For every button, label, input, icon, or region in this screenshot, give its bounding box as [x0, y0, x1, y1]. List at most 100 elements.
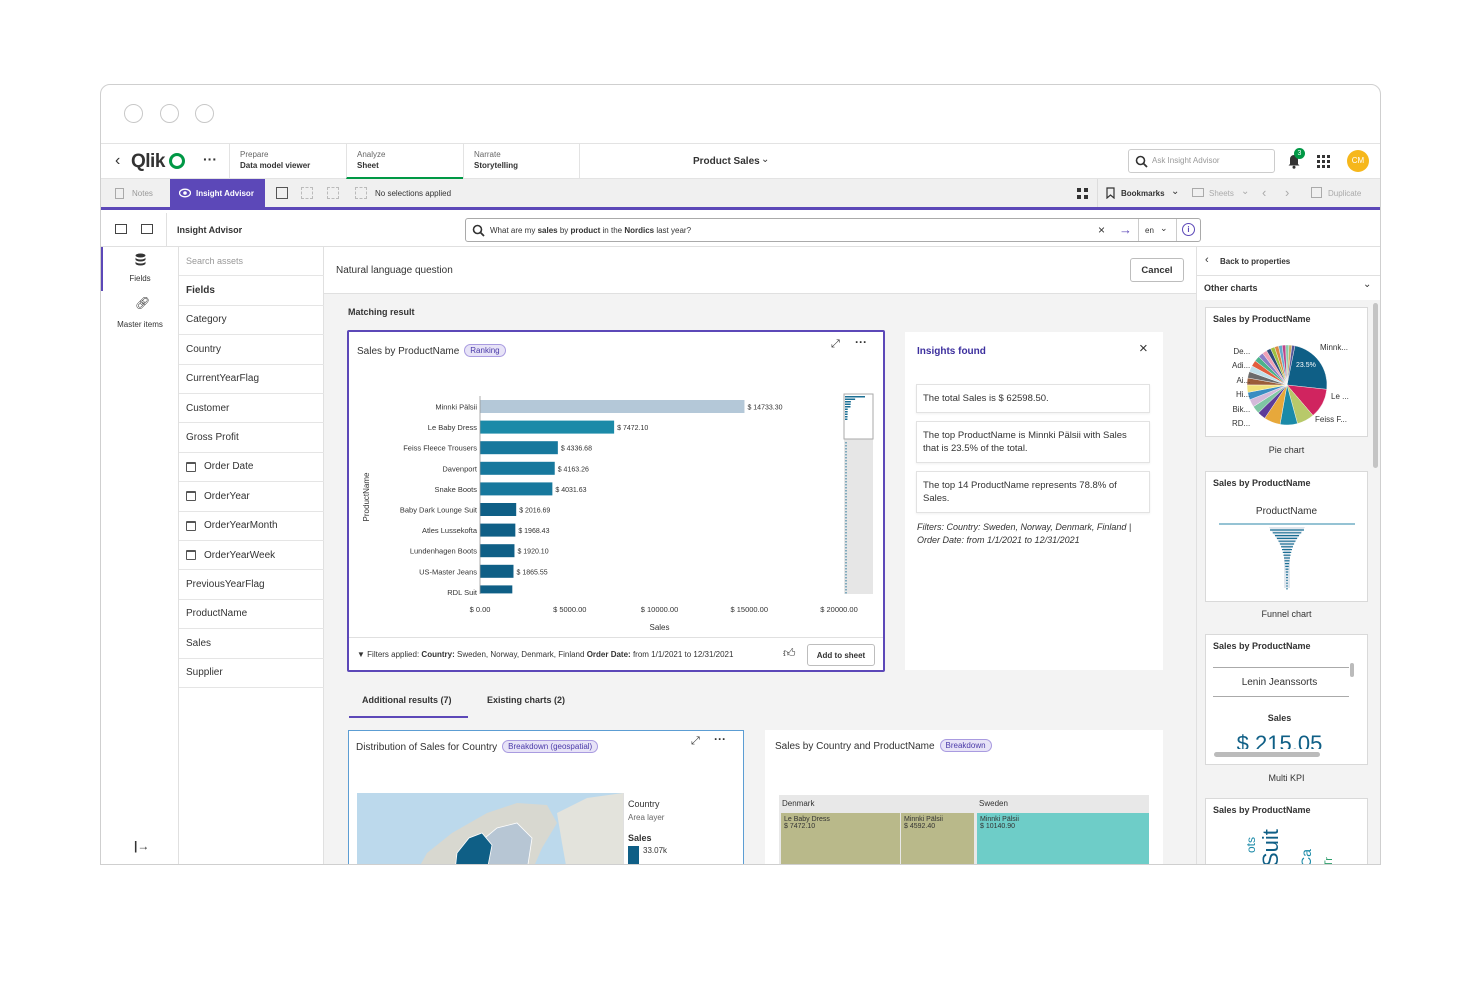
window-control-minimize[interactable] [160, 104, 179, 123]
step-forward-icon[interactable] [327, 187, 339, 199]
close-insights-icon[interactable]: × [1139, 340, 1148, 357]
chart-title: Sales by ProductName Ranking [357, 344, 506, 357]
kpi-scrollbar[interactable] [1350, 663, 1354, 677]
nav-narrate[interactable]: Narrate Storytelling [463, 144, 580, 179]
field-item[interactable]: CurrentYearFlag [179, 365, 324, 394]
bookmarks-chevron-down-icon[interactable]: ⌄ [1171, 186, 1180, 197]
field-item[interactable]: OrderYearWeek [179, 541, 324, 571]
notes-button[interactable]: Notes [132, 189, 153, 198]
field-item[interactable]: OrderYear [179, 482, 324, 512]
bookmarks-button[interactable]: Bookmarks [1121, 189, 1165, 198]
field-item[interactable]: PreviousYearFlag [179, 570, 324, 600]
field-item[interactable]: Order Date [179, 453, 324, 483]
nav-prepare[interactable]: Prepare Data model viewer [229, 144, 346, 179]
field-item[interactable]: Supplier [179, 659, 324, 688]
avatar[interactable]: CM [1347, 150, 1369, 172]
master-items-tab[interactable]: 🔗︎ Master items [101, 293, 179, 337]
bar-value-label: $ 4336.68 [561, 446, 592, 453]
chart-more-icon[interactable]: ··· [855, 335, 867, 349]
other-charts-header[interactable]: Other charts ⌄ [1197, 276, 1380, 300]
apps-grid-icon[interactable] [1317, 155, 1330, 168]
wordcloud-word: Tr [1323, 857, 1335, 865]
wordcloud-word: ots [1244, 836, 1258, 853]
bar [480, 482, 553, 496]
kpi-h-scrollbar[interactable] [1214, 752, 1320, 757]
pie-caption: Pie chart [1268, 445, 1305, 455]
insight-advisor-button[interactable]: Insight Advisor [170, 179, 265, 207]
bar-value-label: $ 4031.63 [555, 487, 586, 494]
field-item[interactable]: Category [179, 306, 324, 336]
field-item[interactable]: OrderYearMonth [179, 512, 324, 541]
sheets-chevron-down-icon[interactable]: ⌄ [1241, 186, 1250, 197]
treemap-cell: Minnki Pälsii $ 4592.40 [901, 813, 974, 864]
info-icon[interactable]: i [1182, 223, 1195, 236]
ask-insight-advisor-search[interactable]: Ask Insight Advisor [1128, 149, 1275, 173]
window-control-close[interactable] [124, 104, 143, 123]
bar-category-label: Minnki Pälsii [435, 403, 477, 412]
previous-sheet-icon[interactable]: ‹ [1262, 185, 1267, 200]
other-charts-label: Other charts [1204, 283, 1258, 293]
wordcloud-card-title: Sales by ProductName [1213, 805, 1311, 815]
bar-category-label: US-Master Jeans [419, 567, 477, 576]
nav-analyze[interactable]: Analyze Sheet [346, 144, 463, 179]
y-axis-label: ProductName [362, 472, 371, 521]
lasso-select-icon[interactable] [301, 187, 313, 199]
natural-language-query-input[interactable]: What are my sales by product in the Nord… [465, 218, 1201, 242]
submit-arrow-icon[interactable]: → [1119, 222, 1132, 237]
treemap-group-denmark: Denmark [782, 799, 815, 808]
toggle-left-panel-icon[interactable] [115, 224, 127, 234]
next-sheet-icon[interactable]: › [1285, 185, 1290, 200]
search-assets-input[interactable]: Search assets [179, 247, 324, 276]
field-label: ProductName [186, 608, 248, 620]
cancel-button[interactable]: Cancel [1130, 258, 1184, 282]
duplicate-icon [1311, 187, 1322, 198]
collapse-panel-icon[interactable]: |→ [134, 839, 150, 853]
word-cloud-card[interactable]: Sales by ProductName ots Suit Ca Tr [1205, 798, 1368, 865]
pie-chart-card[interactable]: Sales by ProductName De... Adi... Ai... Hi.… [1205, 307, 1368, 437]
minichart-bar [845, 398, 856, 400]
map-expand-icon[interactable]: ⤢ [691, 735, 700, 747]
toggle-right-panel-icon[interactable] [141, 224, 153, 234]
field-label: OrderYear [204, 490, 250, 502]
thumbs-up-icon[interactable]: 👍︎ [783, 646, 796, 660]
language-select[interactable]: en [1145, 226, 1154, 235]
field-item[interactable]: Gross Profit [179, 423, 324, 453]
qlik-logo: Qlik [131, 151, 165, 172]
clear-query-icon[interactable]: × [1098, 223, 1106, 237]
nav-analyze-label: Analyze [357, 150, 386, 159]
sheets-button[interactable]: Sheets [1209, 189, 1234, 198]
funnel-chart-card[interactable]: Sales by ProductName ProductName [1205, 471, 1368, 602]
add-to-sheet-button[interactable]: Add to sheet [807, 644, 875, 666]
app-title[interactable]: Product Sales [693, 156, 760, 167]
treemap-card[interactable]: Sales by Country and ProductName Breakdow… [765, 730, 1163, 864]
field-item[interactable]: Customer [179, 394, 324, 424]
field-item[interactable]: Sales [179, 629, 324, 659]
distribution-map-card[interactable]: Distribution of Sales for Country Breakdo… [348, 730, 744, 864]
field-item[interactable]: ProductName [179, 600, 324, 630]
qlik-logo-mark-icon [169, 153, 185, 169]
smart-search-icon[interactable] [276, 187, 288, 199]
sales-by-productname-card[interactable]: Sales by ProductName Ranking ⤢ ··· Produc… [347, 330, 885, 672]
tab-existing-charts[interactable]: Existing charts (2) [487, 695, 566, 705]
scrollbar-thumb[interactable] [1373, 303, 1378, 468]
kpi-value: $ 215.05 [1236, 731, 1323, 749]
field-label: Gross Profit [186, 432, 239, 444]
fields-tab[interactable]: Fields [101, 247, 179, 291]
nav-narrate-sub: Storytelling [474, 161, 519, 170]
window-control-maximize[interactable] [195, 104, 214, 123]
back-chevron-icon[interactable]: ‹ [115, 152, 121, 169]
language-chevron-down-icon[interactable]: ⌄ [1160, 223, 1168, 233]
app-title-chevron-down-icon[interactable]: ⌄ [761, 154, 770, 165]
multi-kpi-card[interactable]: Sales by ProductName Lenin Jeanssorts Sa… [1205, 634, 1368, 765]
field-item[interactable]: Country [179, 335, 324, 365]
duplicate-button[interactable]: Duplicate [1328, 189, 1362, 198]
funnel-label: ProductName [1255, 506, 1318, 517]
treemap-cell: Minnki Pälsii $ 10140.90 [977, 813, 1149, 864]
back-to-properties[interactable]: ‹ Back to properties [1197, 247, 1380, 276]
expand-icon[interactable]: ⤢ [831, 338, 840, 350]
more-options-icon[interactable]: ··· [203, 151, 217, 167]
map-more-icon[interactable]: ··· [714, 732, 726, 746]
clear-selections-icon[interactable] [355, 187, 367, 199]
grid-view-icon[interactable] [1077, 188, 1089, 200]
tab-additional-results[interactable]: Additional results (7) [362, 695, 452, 705]
